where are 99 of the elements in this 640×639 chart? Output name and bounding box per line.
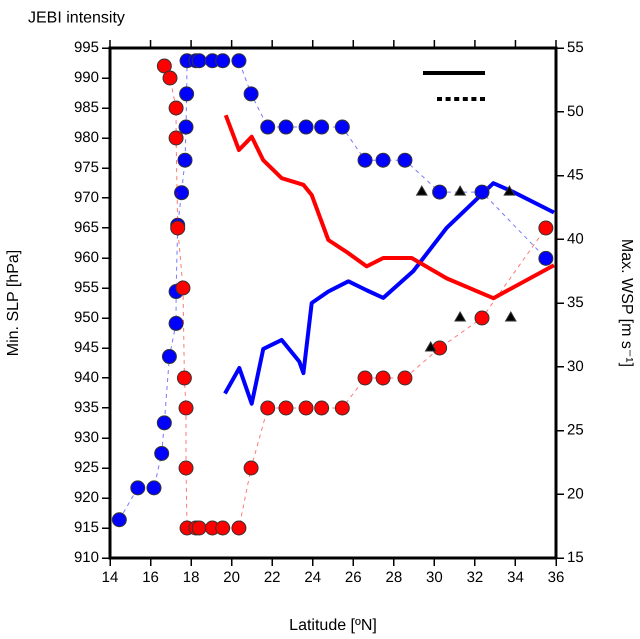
point xyxy=(178,400,194,416)
y-tick-label: 965 xyxy=(74,219,99,236)
y2-tick-label: 30 xyxy=(567,358,584,375)
point xyxy=(215,53,230,68)
y-tick-label: 945 xyxy=(74,339,99,356)
point xyxy=(244,86,259,102)
point xyxy=(376,152,391,168)
point xyxy=(260,400,276,416)
point xyxy=(112,512,127,528)
x-tick-label: 20 xyxy=(223,569,240,586)
point xyxy=(146,480,162,496)
point xyxy=(504,186,516,196)
x-tick-label: 28 xyxy=(385,569,402,586)
y-tick-label: 995 xyxy=(74,39,99,56)
point xyxy=(314,400,330,416)
y-tick-label: 925 xyxy=(74,459,99,476)
point xyxy=(314,120,330,135)
y2-axis-title: Max. WSP [m s⁻¹] xyxy=(618,238,635,368)
point xyxy=(278,400,294,416)
y-tick-label: 920 xyxy=(74,489,99,506)
point xyxy=(231,520,246,536)
point xyxy=(192,53,207,68)
point xyxy=(454,312,466,322)
y2-tick-label: 50 xyxy=(567,102,584,120)
point xyxy=(168,100,184,116)
point xyxy=(358,152,373,168)
point xyxy=(231,53,246,68)
y-tick-label: 985 xyxy=(74,99,99,116)
point xyxy=(397,152,412,168)
point xyxy=(538,220,554,236)
chart-title: JEBI intensity xyxy=(28,9,125,26)
point xyxy=(260,120,276,135)
x-tick-label: 22 xyxy=(264,569,281,586)
point xyxy=(376,370,391,386)
point xyxy=(425,342,436,352)
y-tick-label: 915 xyxy=(74,519,99,536)
x-tick-label: 14 xyxy=(102,569,118,586)
y-tick-label: 935 xyxy=(74,399,99,416)
y-tick-label: 955 xyxy=(74,279,99,296)
x-tick-label: 32 xyxy=(466,569,484,586)
point xyxy=(334,120,350,135)
point xyxy=(474,310,490,326)
point xyxy=(162,349,177,364)
point xyxy=(162,70,178,86)
y2-tick-label: 40 xyxy=(567,230,584,248)
point xyxy=(154,446,170,461)
y-tick-label: 970 xyxy=(74,189,99,206)
y-tick-label: 910 xyxy=(74,549,99,566)
y-tick-label: 950 xyxy=(74,309,99,326)
point xyxy=(432,184,448,200)
point xyxy=(397,370,412,386)
point xyxy=(176,370,192,386)
point xyxy=(178,152,193,168)
point xyxy=(178,120,194,135)
x-tick-label: 16 xyxy=(142,569,159,586)
y-tick-label: 975 xyxy=(74,159,99,176)
point xyxy=(454,186,466,196)
x-tick-label: 34 xyxy=(507,569,524,586)
point xyxy=(156,58,172,74)
point xyxy=(474,184,490,200)
point xyxy=(168,130,184,146)
x-tick-label: 18 xyxy=(182,569,200,586)
y-tick-label: 990 xyxy=(74,69,99,86)
y-tick-label: 940 xyxy=(74,369,99,386)
point xyxy=(130,480,146,496)
point xyxy=(358,370,373,386)
x-tick-label: 30 xyxy=(426,569,443,586)
y-axis-title: Min. SLP [hPa] xyxy=(5,250,22,356)
y2-tick-label: 25 xyxy=(567,422,584,439)
x-tick-label: 36 xyxy=(548,569,564,586)
point xyxy=(416,186,428,196)
point xyxy=(170,220,186,236)
point xyxy=(298,400,314,416)
y2-tick-label: 45 xyxy=(567,166,584,184)
point xyxy=(278,120,294,135)
point xyxy=(178,460,194,476)
point xyxy=(215,520,230,536)
y-tick-label: 930 xyxy=(74,429,99,446)
x-axis-title: Latitude [ºN] xyxy=(289,616,377,634)
y2-tick-label: 20 xyxy=(567,485,584,502)
point xyxy=(505,312,516,322)
point xyxy=(175,280,190,296)
y2-tick-label: 35 xyxy=(567,294,584,312)
x-tick-label: 26 xyxy=(344,569,362,586)
point xyxy=(432,340,448,356)
point xyxy=(538,250,554,266)
point xyxy=(334,400,350,416)
point xyxy=(156,415,172,430)
point xyxy=(179,86,194,102)
point xyxy=(168,316,184,331)
point xyxy=(192,520,207,536)
y-tick-label: 960 xyxy=(74,249,99,266)
x-tick-label: 24 xyxy=(304,569,322,586)
point xyxy=(174,185,190,200)
y2-tick-label: 15 xyxy=(567,549,584,566)
y2-tick-label: 55 xyxy=(567,39,584,56)
y-tick-label: 980 xyxy=(74,129,99,146)
point xyxy=(244,460,259,476)
point xyxy=(298,120,314,135)
